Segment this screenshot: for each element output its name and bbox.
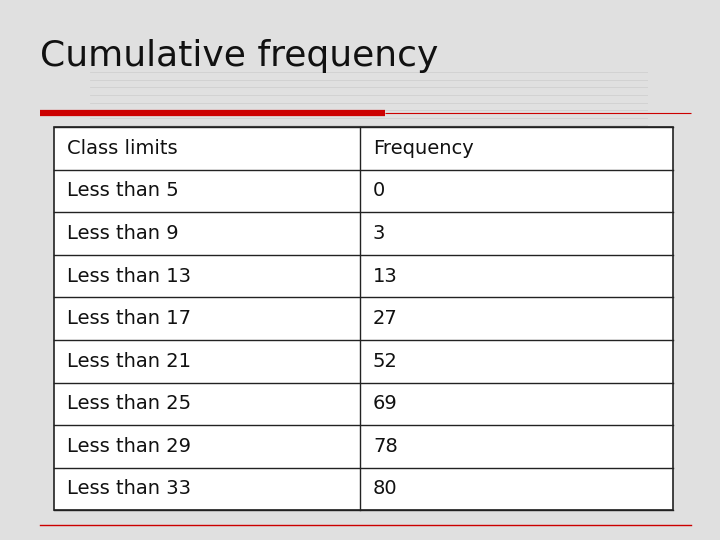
Text: Less than 17: Less than 17: [67, 309, 191, 328]
Text: Less than 9: Less than 9: [67, 224, 179, 243]
Text: Less than 13: Less than 13: [67, 267, 191, 286]
Text: 13: 13: [373, 267, 397, 286]
Text: 80: 80: [373, 480, 397, 498]
Text: Class limits: Class limits: [67, 139, 178, 158]
Text: 52: 52: [373, 352, 398, 370]
Text: 69: 69: [373, 394, 397, 413]
Text: Cumulative frequency: Cumulative frequency: [40, 39, 438, 73]
Text: 78: 78: [373, 437, 397, 456]
Text: Less than 33: Less than 33: [67, 480, 191, 498]
Text: 27: 27: [373, 309, 397, 328]
Text: Less than 5: Less than 5: [67, 181, 179, 200]
Text: Less than 29: Less than 29: [67, 437, 191, 456]
Text: Frequency: Frequency: [373, 139, 474, 158]
Text: Less than 25: Less than 25: [67, 394, 191, 413]
Text: 0: 0: [373, 181, 385, 200]
Text: Less than 21: Less than 21: [67, 352, 191, 370]
Text: 3: 3: [373, 224, 385, 243]
